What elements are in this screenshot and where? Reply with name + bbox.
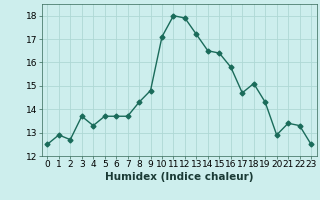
X-axis label: Humidex (Indice chaleur): Humidex (Indice chaleur): [105, 172, 253, 182]
